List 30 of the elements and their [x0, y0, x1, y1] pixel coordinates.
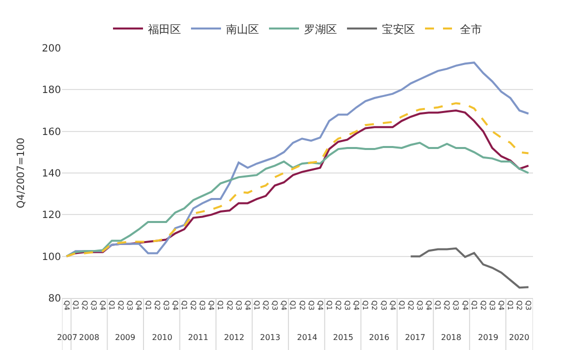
y-tick-label: 140: [42, 168, 61, 180]
text: 2010: [152, 333, 172, 342]
line-series: [66, 142, 530, 258]
y-tick-label: 100: [42, 252, 61, 263]
text: 2017: [405, 333, 426, 342]
y-tick-label: 80: [48, 294, 61, 304]
legend-label: 罗湖区: [304, 22, 337, 36]
legend-label: 福田区: [148, 22, 181, 36]
text: 2020: [509, 333, 530, 342]
text: 2011: [188, 333, 208, 342]
line-series: [410, 247, 530, 289]
text: 2018: [441, 333, 462, 342]
legend-label: 宝安区: [382, 22, 415, 36]
y-tick-label: 120: [42, 210, 61, 222]
text: 2016: [369, 333, 390, 342]
text: 2007: [57, 333, 78, 342]
text: 2013: [260, 333, 280, 342]
text: 2015: [333, 333, 354, 342]
text: 2014: [297, 333, 318, 342]
legend-label: 全市: [460, 22, 482, 36]
text: 2019: [478, 333, 498, 342]
legend-label: 南山区: [226, 22, 259, 36]
line-series: [66, 62, 530, 258]
y-tick-label: 160: [42, 126, 61, 138]
y-tick-label: 200: [42, 44, 61, 54]
y-tick-label: 180: [42, 85, 61, 96]
y-axis-title: Q4/2007=100: [16, 138, 27, 208]
text: 2012: [224, 333, 244, 342]
text: 2008: [79, 333, 100, 342]
text: 2009: [115, 333, 136, 342]
